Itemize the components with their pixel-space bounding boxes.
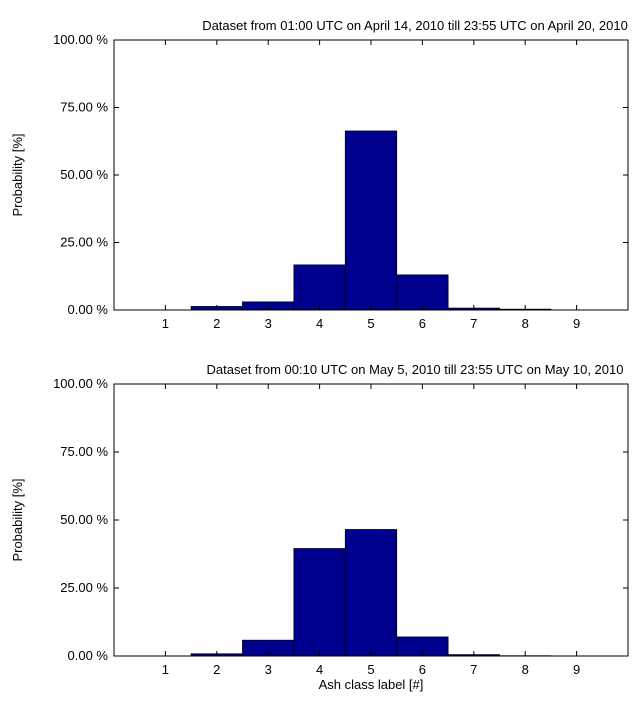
- y-tick-label: 0.00 %: [68, 648, 109, 663]
- x-tick-label: 2: [213, 316, 220, 331]
- x-tick-label: 3: [265, 316, 272, 331]
- x-tick-label: 5: [367, 662, 374, 677]
- x-tick-label: 7: [470, 662, 477, 677]
- x-tick-label: 9: [573, 316, 580, 331]
- x-tick-label: 7: [470, 316, 477, 331]
- y-tick-label: 25.00 %: [60, 235, 108, 250]
- bar-6: [396, 274, 449, 311]
- x-tick-label: 4: [316, 662, 323, 677]
- bar-5: [344, 529, 398, 657]
- y-axis-label: Probability [%]: [10, 133, 25, 216]
- y-tick-label: 75.00 %: [60, 100, 108, 115]
- x-tick-label: 9: [573, 662, 580, 677]
- bar-4: [293, 264, 346, 311]
- chart-title: Dataset from 00:10 UTC on May 5, 2010 ti…: [207, 362, 624, 377]
- y-tick-label: 75.00 %: [60, 444, 108, 459]
- x-tick-label: 4: [316, 316, 323, 331]
- chart-panel-may: 0.00 % 25.00 % 50.00 % 75.00 % 100.00 % 1 2 3 4 5…: [10, 362, 629, 692]
- x-tick-label: 6: [419, 662, 426, 677]
- x-tick-label: 3: [265, 662, 272, 677]
- x-axis-label: Ash class label [#]: [319, 677, 424, 692]
- x-tick-label: 6: [419, 316, 426, 331]
- x-tick-label: 8: [522, 662, 529, 677]
- y-axis-label: Probability [%]: [10, 478, 25, 561]
- y-tick-label: 25.00 %: [60, 580, 108, 595]
- x-tick-label: 1: [162, 316, 169, 331]
- x-tick-label: 8: [522, 316, 529, 331]
- y-tick-label: 100.00 %: [53, 376, 108, 391]
- y-tick-label: 50.00 %: [60, 512, 108, 527]
- chart-title: Dataset from 01:00 UTC on April 14, 2010…: [202, 18, 628, 33]
- bar-4: [293, 548, 346, 657]
- chart-panel-april: 0.00 % 25.00 % 50.00 % 75.00 % 100.00 % 1 2 3 4 5…: [10, 18, 629, 331]
- bar-5: [344, 130, 398, 311]
- y-tick-label: 0.00 %: [68, 302, 109, 317]
- x-tick-label: 5: [367, 316, 374, 331]
- x-tick-label: 2: [213, 662, 220, 677]
- y-tick-label: 50.00 %: [60, 167, 108, 182]
- y-tick-label: 100.00 %: [53, 32, 108, 47]
- x-tick-label: 1: [162, 662, 169, 677]
